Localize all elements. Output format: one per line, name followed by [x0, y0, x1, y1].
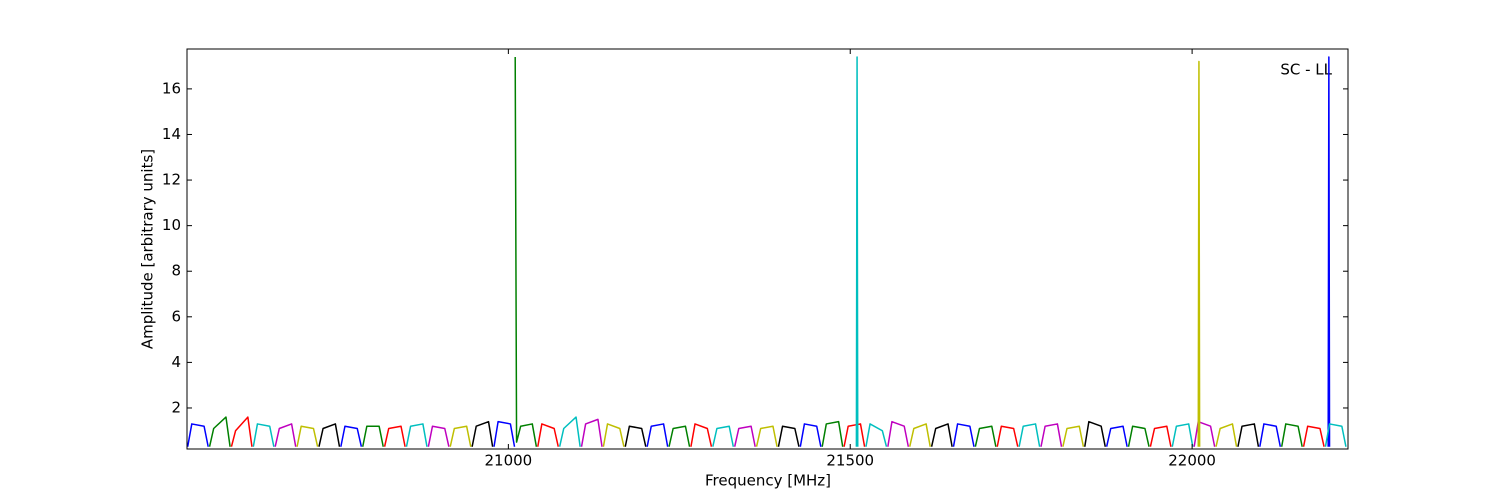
- series-line: [252, 56, 1347, 447]
- y-axis-label: Amplitude [arbitrary units]: [139, 149, 157, 349]
- series-line: [187, 56, 1331, 447]
- series-line: [318, 420, 1260, 447]
- y-tick-label: 4: [171, 353, 181, 371]
- plot-frame: [186, 48, 1349, 450]
- y-tick-label: 14: [162, 125, 181, 143]
- y-tick-label: 16: [162, 79, 181, 97]
- series-line: [208, 56, 1303, 447]
- y-tick-label: 10: [162, 216, 181, 234]
- x-axis-label: Frequency [MHz]: [705, 472, 831, 490]
- y-tick-label: 6: [171, 307, 181, 325]
- series-line: [274, 418, 1216, 447]
- y-tick-label: 8: [171, 262, 181, 280]
- series-line: [230, 416, 1325, 447]
- x-tick-label: 21500: [826, 452, 874, 470]
- y-tick-label: 2: [171, 398, 181, 416]
- y-tick-label: 12: [162, 171, 181, 189]
- x-tick-label: 21000: [485, 452, 533, 470]
- annotation: SC - LL: [1280, 61, 1332, 79]
- series-line: [296, 60, 1238, 447]
- x-tick-label: 22000: [1168, 452, 1216, 470]
